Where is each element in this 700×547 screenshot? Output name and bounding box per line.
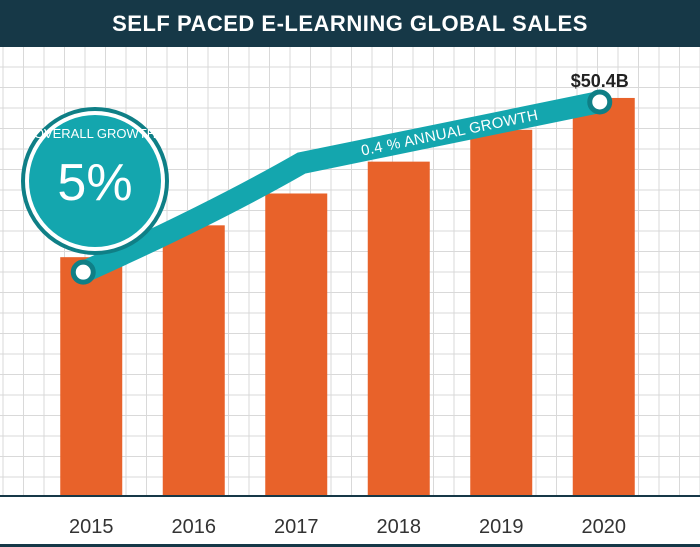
x-tick-labels: 2015 2016 2017 2018 2019 2020 <box>69 516 626 538</box>
x-tick-label: 2016 <box>172 516 217 538</box>
bar-2017 <box>265 193 328 496</box>
bar-2020 <box>572 97 635 497</box>
bar-2016 <box>162 225 225 497</box>
bottom-rule <box>0 544 700 547</box>
bar-group <box>60 97 635 497</box>
chart-area: 2015 2016 2017 2018 2019 2020 0.4 % ANNUAL GR… <box>0 47 700 538</box>
x-tick-label: 2017 <box>274 516 319 538</box>
trend-markers <box>70 89 613 285</box>
badge-label: OVERALL GROWTH <box>34 126 156 141</box>
bar-2018 <box>367 161 430 496</box>
x-tick-label: 2015 <box>69 516 114 538</box>
trend-band <box>72 90 611 284</box>
x-tick-label: 2019 <box>479 516 524 538</box>
start-marker <box>70 259 96 285</box>
bar-2019 <box>470 129 533 497</box>
chart-title: SELF PACED E-LEARNING GLOBAL SALES <box>112 10 588 36</box>
x-tick-label: 2018 <box>377 516 422 538</box>
title-bar: SELF PACED E-LEARNING GLOBAL SALES <box>0 0 700 47</box>
badge-value: 5% <box>57 154 132 212</box>
badge-circle <box>29 115 161 247</box>
bar-2015 <box>60 257 123 496</box>
x-tick-label: 2020 <box>582 516 627 538</box>
overall-growth-badge: OVERALL GROWTH 5% <box>21 107 169 255</box>
end-marker <box>587 89 613 115</box>
data-label: $50.4B <box>571 71 629 91</box>
